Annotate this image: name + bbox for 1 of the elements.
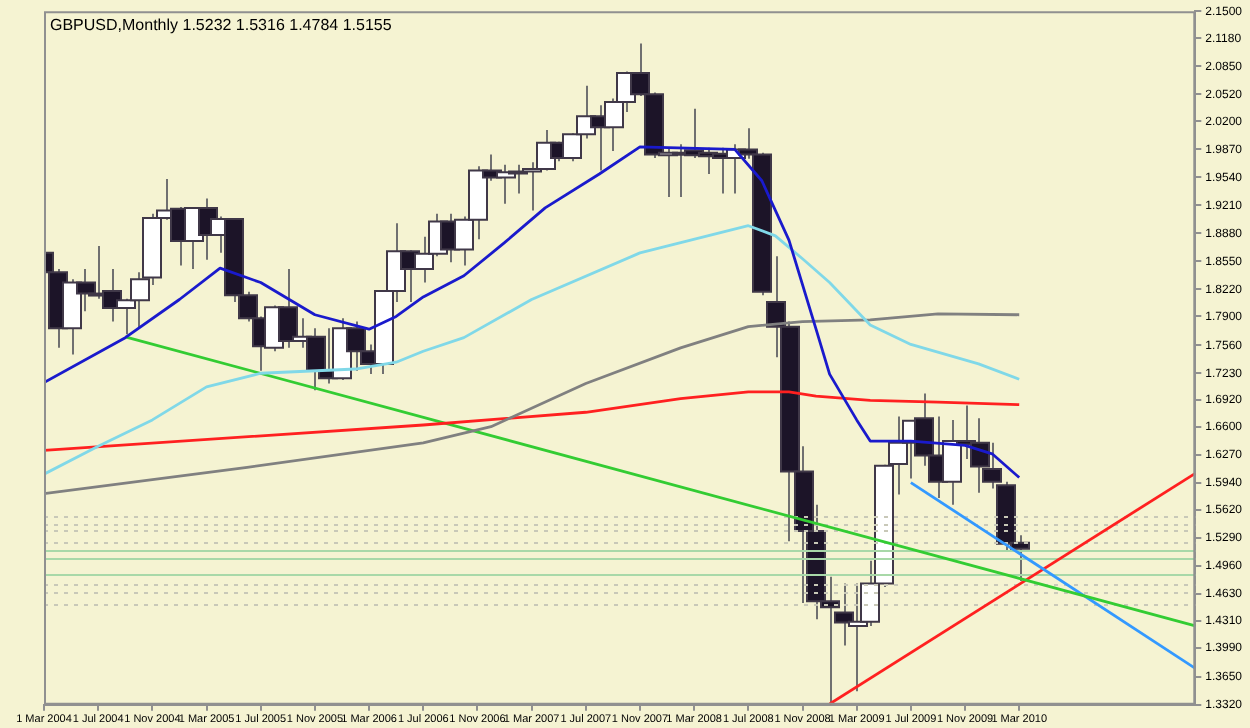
chart-title: GBPUSD,Monthly 1.5232 1.5316 1.4784 1.5155 — [50, 15, 393, 34]
